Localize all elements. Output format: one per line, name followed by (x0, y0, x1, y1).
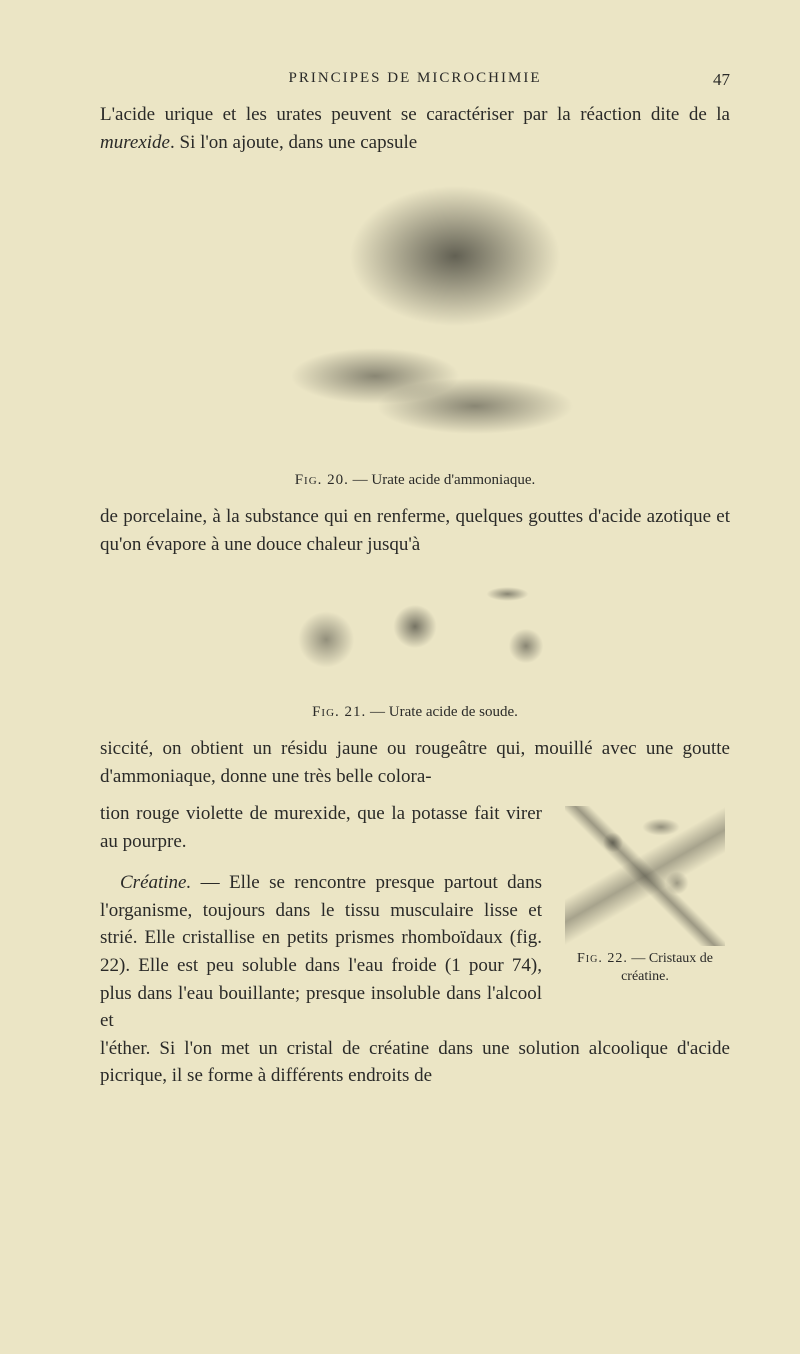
fig22-text: — Cristaux de créatine. (621, 951, 713, 984)
figure-21-caption: Fig. 21. — Urate acide de soude. (100, 704, 730, 721)
para1-b: . Si l'on ajoute, dans une capsule (170, 132, 417, 153)
fig20-text: — Urate acide d'ammoniaque. (349, 472, 535, 488)
paragraph-1: L'acide urique et les urates peuvent se … (100, 101, 730, 156)
column-figure: Fig. 22. — Cristaux de créatine. (560, 806, 730, 986)
paragraph-2: de porcelaine, à la substance qui en ren… (100, 503, 730, 558)
paragraph-3: siccité, on obtient un résidu jaune ou r… (100, 735, 730, 790)
column-text: tion rouge violette de murexide, que la … (100, 800, 542, 1034)
paragraph-3b: tion rouge violette de murexide, que la … (100, 800, 542, 855)
para4-italic: Créatine. (120, 872, 191, 893)
figure-20-image (215, 166, 615, 466)
page-content: PRINCIPES DE MICROCHIMIE 47 L'acide uriq… (100, 70, 730, 1314)
para1-a: L'acide urique et les urates peuvent se … (100, 104, 730, 125)
paragraph-5: l'éther. Si l'on met un cristal de créat… (100, 1035, 730, 1090)
figure-22-image (565, 806, 725, 946)
fig22-label: Fig. 22. (577, 951, 628, 966)
fig20-label: Fig. 20. (295, 472, 349, 488)
figure-20-caption: Fig. 20. — Urate acide d'ammoniaque. (100, 472, 730, 489)
paragraph-4: Créatine. — Elle se rencontre presque pa… (100, 869, 542, 1034)
para4-text: — Elle se rencontre presque partout dans… (100, 872, 542, 1031)
para1-italic: murexide (100, 132, 170, 153)
figure-22-caption: Fig. 22. — Cristaux de créatine. (560, 950, 730, 986)
running-head: PRINCIPES DE MICROCHIMIE 47 (100, 70, 730, 87)
two-column-block: tion rouge violette de murexide, que la … (100, 800, 730, 1034)
figure-21-image (230, 568, 600, 698)
running-head-text: PRINCIPES DE MICROCHIMIE (288, 70, 541, 86)
fig21-text: — Urate acide de soude. (366, 704, 518, 720)
page-number: 47 (713, 70, 730, 90)
fig21-label: Fig. 21. (312, 704, 366, 720)
